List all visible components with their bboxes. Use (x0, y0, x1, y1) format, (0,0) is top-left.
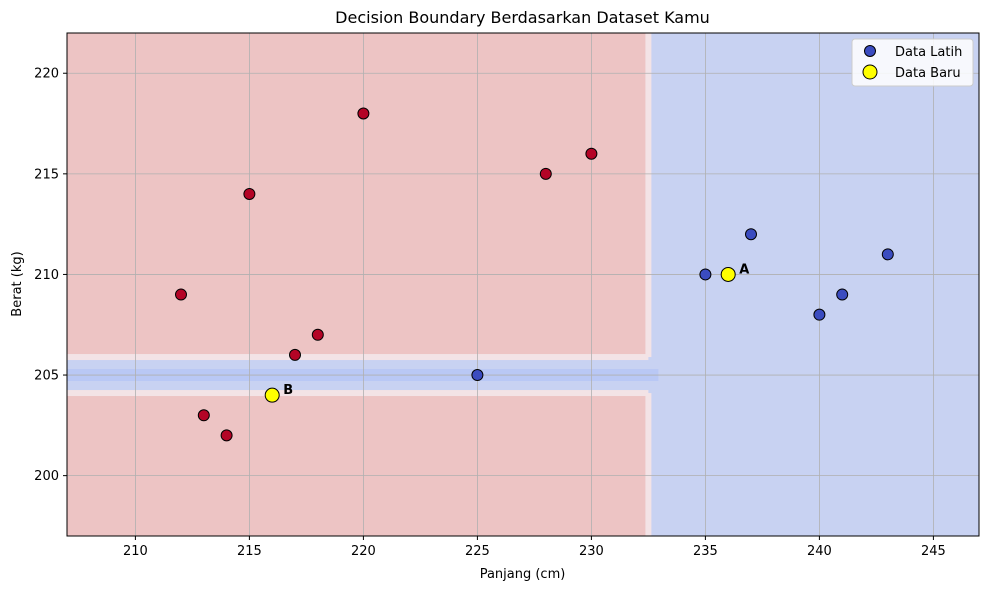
chart-title: Decision Boundary Berdasarkan Dataset Ka… (335, 8, 710, 27)
training-point (585, 147, 598, 160)
decision-regions (67, 33, 979, 536)
legend-marker-training (864, 45, 876, 57)
new-point-label: B (283, 383, 293, 398)
x-axis-ticks: 210 215 220 225 230 235 240 245 (123, 536, 946, 559)
training-point (243, 187, 256, 200)
grid-lines (67, 33, 979, 536)
legend-label-training: Data Latih (895, 45, 962, 60)
legend-box (851, 38, 974, 87)
legend-marker-new (862, 64, 878, 80)
training-point (471, 369, 484, 382)
training-point (289, 348, 301, 361)
training-point (836, 288, 849, 301)
legend: Data Latih Data Baru (851, 38, 974, 87)
legend-label-new: Data Baru (895, 66, 961, 81)
training-point (881, 248, 894, 261)
new-point (264, 387, 280, 403)
x-tick-label: 245 (921, 544, 946, 559)
region-red-upper (67, 33, 649, 358)
x-tick-label: 240 (807, 544, 832, 559)
training-point (197, 409, 210, 422)
training-point (175, 288, 187, 301)
new-point-label: A (739, 262, 749, 277)
x-tick-label: 230 (579, 544, 604, 559)
region-red-lower (67, 393, 649, 536)
training-point (699, 268, 712, 281)
training-point (539, 167, 552, 180)
data-points (175, 107, 894, 442)
y-tick-label: 210 (34, 268, 59, 283)
x-tick-label: 215 (237, 544, 262, 559)
training-point (311, 328, 324, 341)
corridor-edge-upper (67, 354, 649, 361)
training-point (813, 308, 826, 321)
plot-frame (66, 32, 980, 537)
y-tick-label: 220 (34, 67, 59, 82)
y-tick-label: 205 (34, 369, 59, 384)
y-axis-ticks: 200 205 210 215 220 (34, 67, 67, 484)
x-axis-label: Panjang (cm) (480, 567, 566, 582)
boundary-edge-lower (645, 393, 652, 536)
point-annotations: AB (283, 262, 749, 398)
training-point (357, 107, 370, 120)
x-tick-label: 225 (465, 544, 490, 559)
new-point (720, 266, 736, 282)
y-tick-label: 200 (34, 469, 59, 484)
x-tick-label: 220 (351, 544, 376, 559)
y-axis-label: Berat (kg) (10, 251, 25, 316)
corridor-edge-lower (67, 390, 649, 397)
x-tick-label: 210 (123, 544, 148, 559)
training-point (745, 228, 757, 241)
boundary-edge-upper (645, 33, 652, 358)
x-tick-label: 235 (693, 544, 718, 559)
y-tick-label: 215 (34, 167, 59, 182)
training-point (220, 429, 233, 442)
